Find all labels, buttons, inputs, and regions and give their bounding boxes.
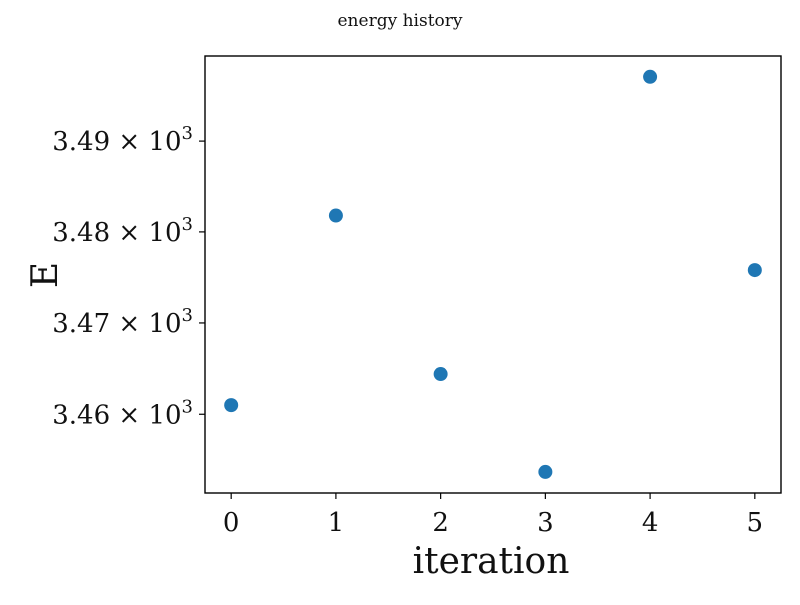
x-tick-label: 3 <box>537 508 554 538</box>
x-tick-label: 4 <box>642 508 659 538</box>
data-point <box>643 69 658 84</box>
data-points <box>224 69 762 479</box>
y-axis-label: E <box>25 262 66 288</box>
plot-area <box>204 55 782 494</box>
x-tick-label: 1 <box>328 508 345 538</box>
x-tick-label: 2 <box>432 508 449 538</box>
x-tick-label: 5 <box>747 508 764 538</box>
y-tick-label: 3.46 × 103 <box>52 396 193 430</box>
x-axis-label: iteration <box>413 541 570 582</box>
y-tick-label: 3.49 × 103 <box>52 123 193 157</box>
data-point <box>224 398 239 413</box>
data-point <box>433 367 448 382</box>
y-axis: 3.46 × 103 3.47 × 103 3.48 × 103 3.49 × 103 <box>52 123 205 430</box>
data-point <box>328 208 343 223</box>
chart-title: energy history <box>338 11 463 31</box>
y-tick-label: 3.47 × 103 <box>52 305 193 339</box>
data-point <box>747 263 762 278</box>
data-point <box>538 464 553 479</box>
x-tick-label: 0 <box>223 508 240 538</box>
plot-frame <box>204 55 782 494</box>
y-tick-label: 3.48 × 103 <box>52 214 193 248</box>
x-axis: 0 1 2 3 4 5 <box>223 493 763 538</box>
